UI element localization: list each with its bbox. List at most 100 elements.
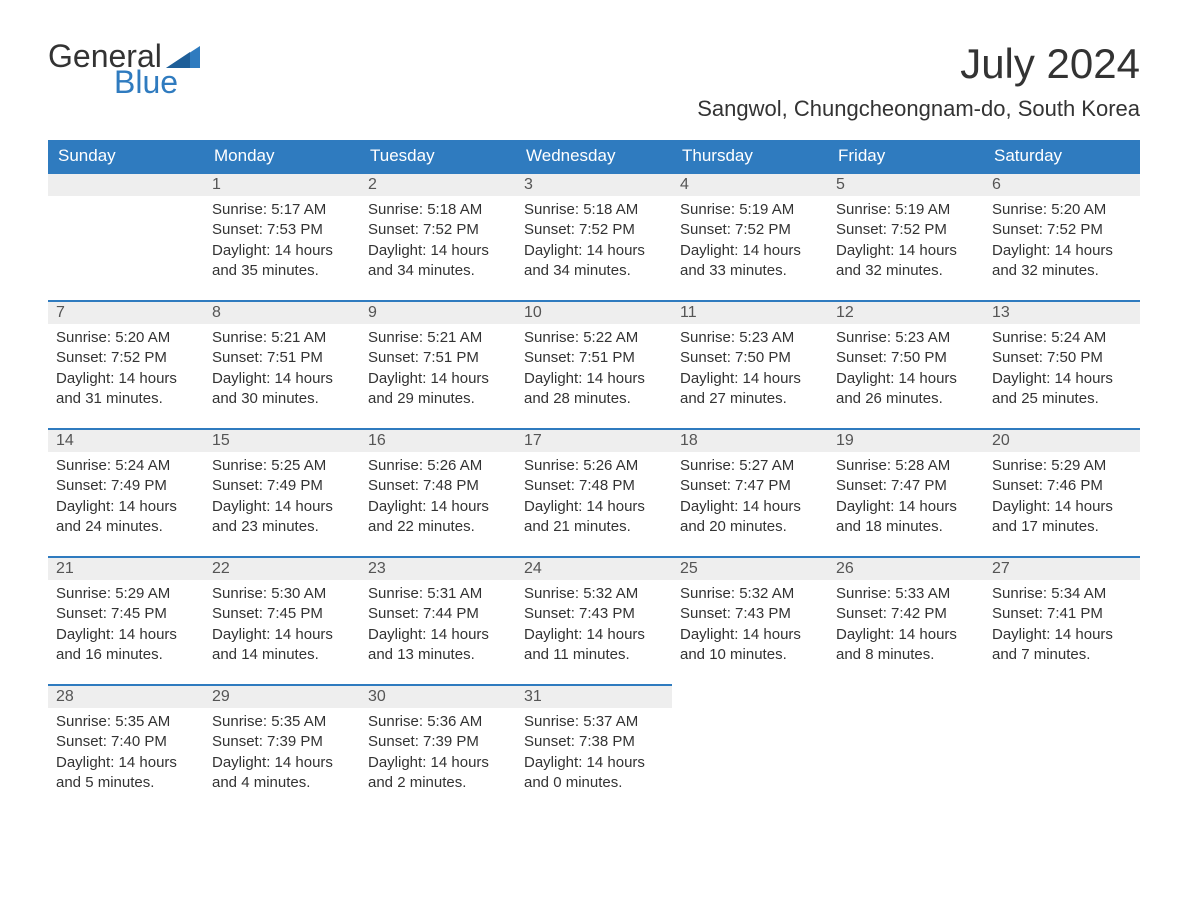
day-number: 18 [672,428,828,452]
sunrise-text: Sunrise: 5:30 AM [212,584,352,604]
day-body: Sunrise: 5:29 AMSunset: 7:46 PMDaylight:… [984,452,1140,547]
day-body: Sunrise: 5:24 AMSunset: 7:49 PMDaylight:… [48,452,204,547]
calendar-week: 7Sunrise: 5:20 AMSunset: 7:52 PMDaylight… [48,300,1140,428]
day-number: 24 [516,556,672,580]
sunset-text: Sunset: 7:52 PM [680,220,820,240]
daylight-text: Daylight: 14 hours and 4 minutes. [212,753,352,794]
sunrise-text: Sunrise: 5:21 AM [212,328,352,348]
daylight-text: Daylight: 14 hours and 21 minutes. [524,497,664,538]
sunrise-text: Sunrise: 5:26 AM [368,456,508,476]
day-body: Sunrise: 5:20 AMSunset: 7:52 PMDaylight:… [48,324,204,419]
day-number: 23 [360,556,516,580]
sunset-text: Sunset: 7:52 PM [992,220,1132,240]
sunset-text: Sunset: 7:51 PM [368,348,508,368]
day-body: Sunrise: 5:28 AMSunset: 7:47 PMDaylight:… [828,452,984,547]
daylight-text: Daylight: 14 hours and 18 minutes. [836,497,976,538]
sunset-text: Sunset: 7:49 PM [212,476,352,496]
calendar-cell: 8Sunrise: 5:21 AMSunset: 7:51 PMDaylight… [204,300,360,428]
sunset-text: Sunset: 7:48 PM [524,476,664,496]
calendar-cell [984,684,1140,812]
daylight-text: Daylight: 14 hours and 24 minutes. [56,497,196,538]
day-number: 14 [48,428,204,452]
sunset-text: Sunset: 7:51 PM [212,348,352,368]
calendar-cell: 6 Sunrise: 5:20 AMSunset: 7:52 PMDaylight… [984,172,1140,300]
sunrise-text: Sunrise: 5:32 AM [524,584,664,604]
sunrise-text: Sunrise: 5:35 AM [56,712,196,732]
sunrise-text: Sunrise: 5:18 AM [524,200,664,220]
calendar-cell: 3Sunrise: 5:18 AMSunset: 7:52 PMDaylight… [516,172,672,300]
daylight-text: Daylight: 14 hours and 20 minutes. [680,497,820,538]
day-body: Sunrise: 5:32 AMSunset: 7:43 PMDaylight:… [516,580,672,675]
daylight-text: Daylight: 14 hours and 31 minutes. [56,369,196,410]
col-sunday: Sunday [48,140,204,172]
sunset-text: Sunset: 7:50 PM [992,348,1132,368]
daylight-text: Daylight: 14 hours and 35 minutes. [212,241,352,282]
sunrise-text: Sunrise: 5:22 AM [524,328,664,348]
calendar-cell: 29Sunrise: 5:35 AMSunset: 7:39 PMDayligh… [204,684,360,812]
daylight-text: Daylight: 14 hours and 7 minutes. [992,625,1132,666]
sunrise-text: Sunrise: 5:29 AM [56,584,196,604]
calendar-cell [828,684,984,812]
day-number: 5 [828,172,984,196]
calendar-cell: 14Sunrise: 5:24 AMSunset: 7:49 PMDayligh… [48,428,204,556]
sunrise-text: Sunrise: 5:20 AM [992,200,1132,220]
daylight-text: Daylight: 14 hours and 26 minutes. [836,369,976,410]
day-number: 6 [984,172,1140,196]
sunset-text: Sunset: 7:52 PM [524,220,664,240]
calendar-cell: 18Sunrise: 5:27 AMSunset: 7:47 PMDayligh… [672,428,828,556]
sunset-text: Sunset: 7:43 PM [680,604,820,624]
sunset-text: Sunset: 7:47 PM [836,476,976,496]
col-friday: Friday [828,140,984,172]
sunset-text: Sunset: 7:45 PM [212,604,352,624]
sunset-text: Sunset: 7:49 PM [56,476,196,496]
day-body: Sunrise: 5:36 AMSunset: 7:39 PMDaylight:… [360,708,516,803]
calendar-week: 28Sunrise: 5:35 AMSunset: 7:40 PMDayligh… [48,684,1140,812]
sunset-text: Sunset: 7:45 PM [56,604,196,624]
sunset-text: Sunset: 7:48 PM [368,476,508,496]
calendar-body: 1Sunrise: 5:17 AMSunset: 7:53 PMDaylight… [48,172,1140,812]
daylight-text: Daylight: 14 hours and 30 minutes. [212,369,352,410]
daylight-text: Daylight: 14 hours and 0 minutes. [524,753,664,794]
sunrise-text: Sunrise: 5:36 AM [368,712,508,732]
day-body: Sunrise: 5:21 AMSunset: 7:51 PMDaylight:… [204,324,360,419]
sunrise-text: Sunrise: 5:35 AM [212,712,352,732]
sunrise-text: Sunrise: 5:28 AM [836,456,976,476]
daylight-text: Daylight: 14 hours and 16 minutes. [56,625,196,666]
calendar-cell: 2Sunrise: 5:18 AMSunset: 7:52 PMDaylight… [360,172,516,300]
sunrise-text: Sunrise: 5:32 AM [680,584,820,604]
day-number: 9 [360,300,516,324]
calendar-week: 21Sunrise: 5:29 AMSunset: 7:45 PMDayligh… [48,556,1140,684]
sunrise-text: Sunrise: 5:31 AM [368,584,508,604]
calendar-cell: 9Sunrise: 5:21 AMSunset: 7:51 PMDaylight… [360,300,516,428]
day-number: 11 [672,300,828,324]
day-number: 13 [984,300,1140,324]
daylight-text: Daylight: 14 hours and 34 minutes. [524,241,664,282]
sunrise-text: Sunrise: 5:19 AM [680,200,820,220]
day-number-empty [672,684,828,708]
sunrise-text: Sunrise: 5:17 AM [212,200,352,220]
day-number: 15 [204,428,360,452]
sunset-text: Sunset: 7:52 PM [368,220,508,240]
day-body: Sunrise: 5:29 AMSunset: 7:45 PMDaylight:… [48,580,204,675]
day-number-empty [984,684,1140,708]
day-number: 1 [204,172,360,196]
day-body: Sunrise: 5:19 AMSunset: 7:52 PMDaylight:… [672,196,828,291]
sunrise-text: Sunrise: 5:33 AM [836,584,976,604]
daylight-text: Daylight: 14 hours and 10 minutes. [680,625,820,666]
day-number: 22 [204,556,360,580]
daylight-text: Daylight: 14 hours and 32 minutes. [992,241,1132,282]
day-body: Sunrise: 5:27 AMSunset: 7:47 PMDaylight:… [672,452,828,547]
calendar-cell: 16Sunrise: 5:26 AMSunset: 7:48 PMDayligh… [360,428,516,556]
day-number: 10 [516,300,672,324]
day-body: Sunrise: 5:32 AMSunset: 7:43 PMDaylight:… [672,580,828,675]
sunrise-text: Sunrise: 5:18 AM [368,200,508,220]
calendar-cell: 21Sunrise: 5:29 AMSunset: 7:45 PMDayligh… [48,556,204,684]
calendar-table: Sunday Monday Tuesday Wednesday Thursday… [48,140,1140,812]
col-thursday: Thursday [672,140,828,172]
daylight-text: Daylight: 14 hours and 23 minutes. [212,497,352,538]
calendar-cell: 5Sunrise: 5:19 AMSunset: 7:52 PMDaylight… [828,172,984,300]
sunset-text: Sunset: 7:42 PM [836,604,976,624]
col-monday: Monday [204,140,360,172]
day-number: 27 [984,556,1140,580]
sunset-text: Sunset: 7:52 PM [836,220,976,240]
